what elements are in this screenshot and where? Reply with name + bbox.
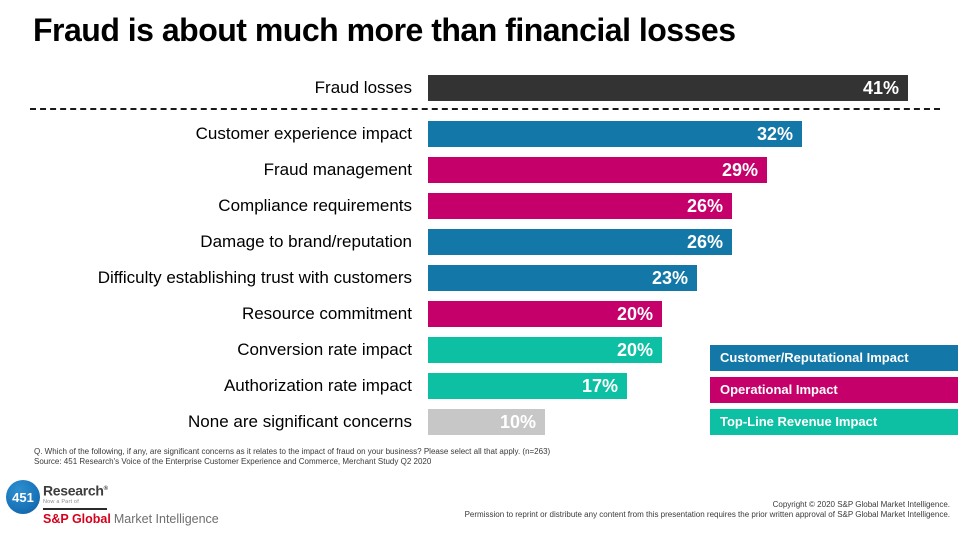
bar-category-label: Authorization rate impact [223,376,412,395]
bar-category-label: None are significant concerns [188,412,412,431]
bar-row: Resource commitment 20% [0,296,958,332]
logo-divider [43,507,107,510]
bar-revenue: 20% [428,337,662,363]
bar-value-label: 26% [686,196,723,216]
bar-track: 26% [428,193,958,219]
451-badge-icon: 451 [6,480,40,514]
bar-track: 32% [428,121,958,147]
bar-row: Customer experience impact 32% [0,116,958,152]
logo-text: Research® Now a Part of S&P Global Market… [43,480,219,526]
bar-category-label: Difficulty establishing trust with custo… [97,268,412,287]
bar-value-label: 26% [686,232,723,252]
bar-track: 20% [428,301,958,327]
market-intelligence-wordmark: Market Intelligence [113,511,219,526]
bar-chart: Fraud losses 41% Customer experience impac… [0,70,958,440]
legend-item-revenue: Top-Line Revenue Impact [710,409,958,435]
bar-revenue: 17% [428,373,627,399]
page-title: Fraud is about much more than financial … [33,12,736,48]
logo-research-name: Research® [43,482,108,499]
copyright-line2: Permission to reprint or distribute any … [464,509,950,519]
bar-row: Compliance requirements 26% [0,188,958,224]
bar-category-label: Fraud management [263,160,412,179]
bar-category-label: Resource commitment [241,304,412,323]
bar-none: 10% [428,409,545,435]
bar-track: 20% [428,337,958,363]
bar-customer: 32% [428,121,802,147]
bar-operational: 29% [428,157,767,183]
bar-row: Fraud losses 41% [0,70,958,106]
bar-value-label: 20% [616,304,653,324]
bar-row: Difficulty establishing trust with custo… [0,260,958,296]
bar-value-label: 17% [581,376,618,396]
copyright-line1: Copyright © 2020 S&P Global Market Intel… [772,500,950,509]
footnote-source: Source: 451 Research's Voice of the Ente… [34,456,432,466]
bar-row: Damage to brand/reputation 26% [0,224,958,260]
bar-operational: 20% [428,301,662,327]
bar-value-label: 10% [499,412,536,432]
bar-track: 29% [428,157,958,183]
sp-global-wordmark: S&P Global [43,511,111,526]
bar-category-label: Customer experience impact [195,124,412,143]
bar-value-label: 29% [721,160,758,180]
bar-track: 17% [428,373,958,399]
bar-financial: 41% [428,75,908,101]
bar-track: 10% [428,409,958,435]
bar-value-label: 41% [862,78,899,98]
footer-logo: 451 Research® Now a Part of S&P Global Ma… [6,480,219,526]
bar-customer: 26% [428,229,732,255]
bar-category-label: Conversion rate impact [237,340,412,359]
bar-category-label: Damage to brand/reputation [200,232,412,251]
bar-value-label: 20% [616,340,653,360]
legend-item-operational: Operational Impact [710,377,958,403]
bar-category-label: Fraud losses [314,78,412,97]
registered-mark-icon: ® [103,486,108,492]
chart-legend: Customer/Reputational Impact Operational … [710,345,958,441]
bar-row: Authorization rate impact 17% [0,368,958,404]
badge-number: 451 [12,489,34,505]
bar-row: Conversion rate impact 20% [0,332,958,368]
logo-tagline: Now a Part of [43,498,79,505]
logo-brand: S&P Global Market Intelligence [43,511,219,526]
legend-item-customer: Customer/Reputational Impact [710,345,958,371]
bar-customer: 23% [428,265,697,291]
bar-row: Fraud management 29% [0,152,958,188]
bar-row: None are significant concerns 10% [0,404,958,440]
bar-track: 23% [428,265,958,291]
bar-value-label: 23% [651,268,688,288]
copyright-notice: Copyright © 2020 S&P Global Market Intel… [465,500,950,519]
footnote-question: Q. Which of the following, if any, are s… [34,447,551,456]
bar-track: 26% [428,229,958,255]
dashed-separator [30,108,940,116]
bar-category-label: Compliance requirements [218,196,412,215]
bar-value-label: 32% [756,124,793,144]
footnote: Q. Which of the following, if any, are s… [34,447,550,466]
bar-operational: 26% [428,193,732,219]
bar-track: 41% [428,75,958,101]
